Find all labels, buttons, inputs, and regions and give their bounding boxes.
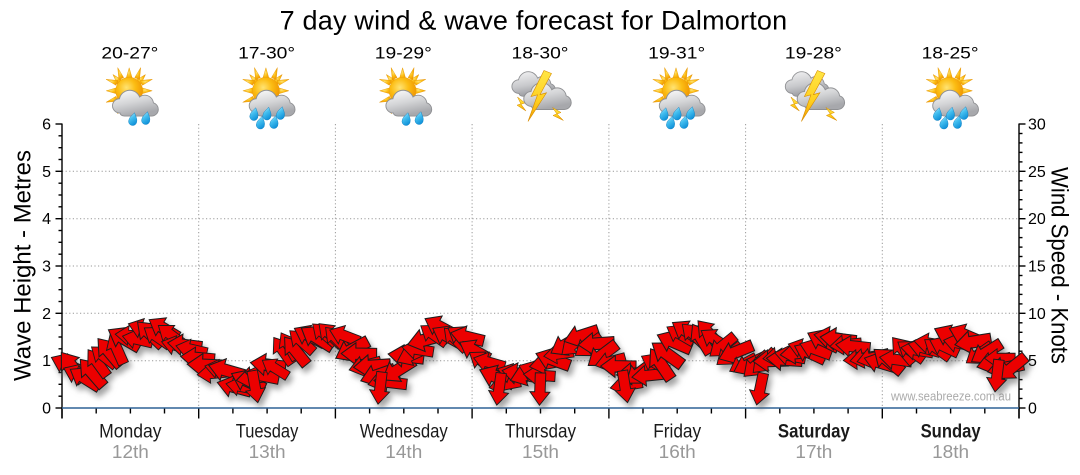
svg-text:Thursday: Thursday [505,421,576,442]
svg-text:2: 2 [42,306,51,323]
svg-text:Sunday: Sunday [921,421,981,442]
svg-text:0: 0 [42,401,51,418]
svg-text:Friday: Friday [653,421,701,442]
svg-text:25: 25 [1028,164,1046,181]
svg-text:www.seabreeze.com.au: www.seabreeze.com.au [890,390,1011,404]
svg-text:Tuesday: Tuesday [236,421,299,442]
svg-text:Wave Height - Metres: Wave Height - Metres [10,150,37,381]
svg-text:20-27°: 20-27° [101,44,158,63]
svg-text:0: 0 [1028,401,1037,418]
svg-text:16th: 16th [659,441,696,462]
svg-text:20: 20 [1028,211,1046,228]
svg-text:5: 5 [42,164,51,181]
svg-text:Wind Speed - Knots: Wind Speed - Knots [1046,167,1073,364]
svg-text:5: 5 [1028,353,1037,370]
svg-text:18th: 18th [932,441,969,462]
svg-text:Saturday: Saturday [778,421,850,442]
svg-text:6: 6 [42,117,51,134]
svg-text:4: 4 [42,211,51,228]
svg-text:Wednesday: Wednesday [360,421,448,442]
svg-text:10: 10 [1028,306,1046,323]
svg-text:19-31°: 19-31° [648,44,705,63]
svg-text:3: 3 [42,259,51,276]
svg-text:17-30°: 17-30° [238,44,295,63]
svg-text:Monday: Monday [99,421,162,442]
svg-text:30: 30 [1028,117,1046,134]
svg-text:17th: 17th [795,441,832,462]
svg-text:15th: 15th [522,441,559,462]
svg-text:14th: 14th [385,441,422,462]
svg-text:18-25°: 18-25° [922,44,979,63]
svg-text:12th: 12th [112,441,149,462]
svg-text:7 day wind & wave forecast for: 7 day wind & wave forecast for Dalmorton [280,6,788,36]
svg-text:13th: 13th [249,441,286,462]
svg-text:1: 1 [42,353,51,370]
svg-text:19-29°: 19-29° [375,44,432,63]
svg-text:19-28°: 19-28° [785,44,842,63]
svg-text:18-30°: 18-30° [512,44,569,63]
svg-text:15: 15 [1028,259,1046,276]
